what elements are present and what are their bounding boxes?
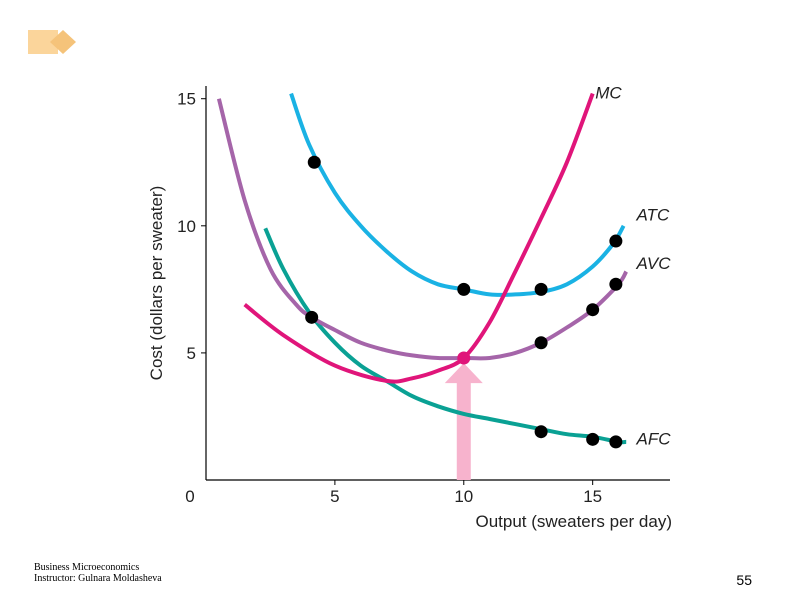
data-point-afc-8 (534, 425, 548, 439)
footer: Business Microeconomics Instructor: Guln… (34, 562, 162, 584)
x-axis-title: Output (sweaters per day) (475, 512, 672, 531)
curve-mc (243, 92, 595, 384)
data-point-avc-7 (609, 277, 623, 291)
origin-label: 0 (185, 487, 194, 506)
y-tick-label-15: 15 (177, 90, 196, 109)
curve-label-mc: MC (595, 84, 622, 103)
x-tick-label-5: 5 (330, 487, 339, 506)
logo-diamond (50, 30, 76, 54)
y-axis-title: Cost (dollars per sweater) (147, 186, 166, 381)
footer-course: Business Microeconomics (34, 562, 140, 573)
highlight-arrow-head (444, 363, 483, 384)
curve-avc (216, 98, 628, 361)
data-point-avc-5 (534, 336, 548, 350)
curve-atc (289, 92, 626, 297)
highlight-arrow-shaft (456, 381, 471, 480)
page-number: 55 (736, 572, 752, 588)
curve-label-atc: ATC (635, 206, 669, 225)
footer-instructor: Instructor: Gulnara Moldasheva (34, 573, 162, 584)
slide-logo-icon (28, 30, 76, 54)
y-tick-label-5: 5 (187, 344, 196, 363)
y-tick-label-10: 10 (177, 217, 196, 236)
data-point-avc-4 (305, 310, 319, 324)
data-point-afc-9 (586, 432, 600, 446)
data-point-atc-1 (457, 282, 471, 296)
x-tick-label-10: 10 (454, 487, 473, 506)
x-tick-label-15: 15 (583, 487, 602, 506)
data-point-afc-10 (609, 435, 623, 449)
data-point-atc-0 (307, 155, 321, 169)
curve-label-avc: AVC (635, 254, 671, 273)
curve-label-afc: AFC (635, 429, 671, 448)
data-point-atc-3 (609, 234, 623, 248)
data-point-atc-2 (534, 282, 548, 296)
highlight-point (457, 351, 471, 365)
curve-afc (263, 227, 627, 445)
data-point-avc-6 (586, 303, 600, 317)
